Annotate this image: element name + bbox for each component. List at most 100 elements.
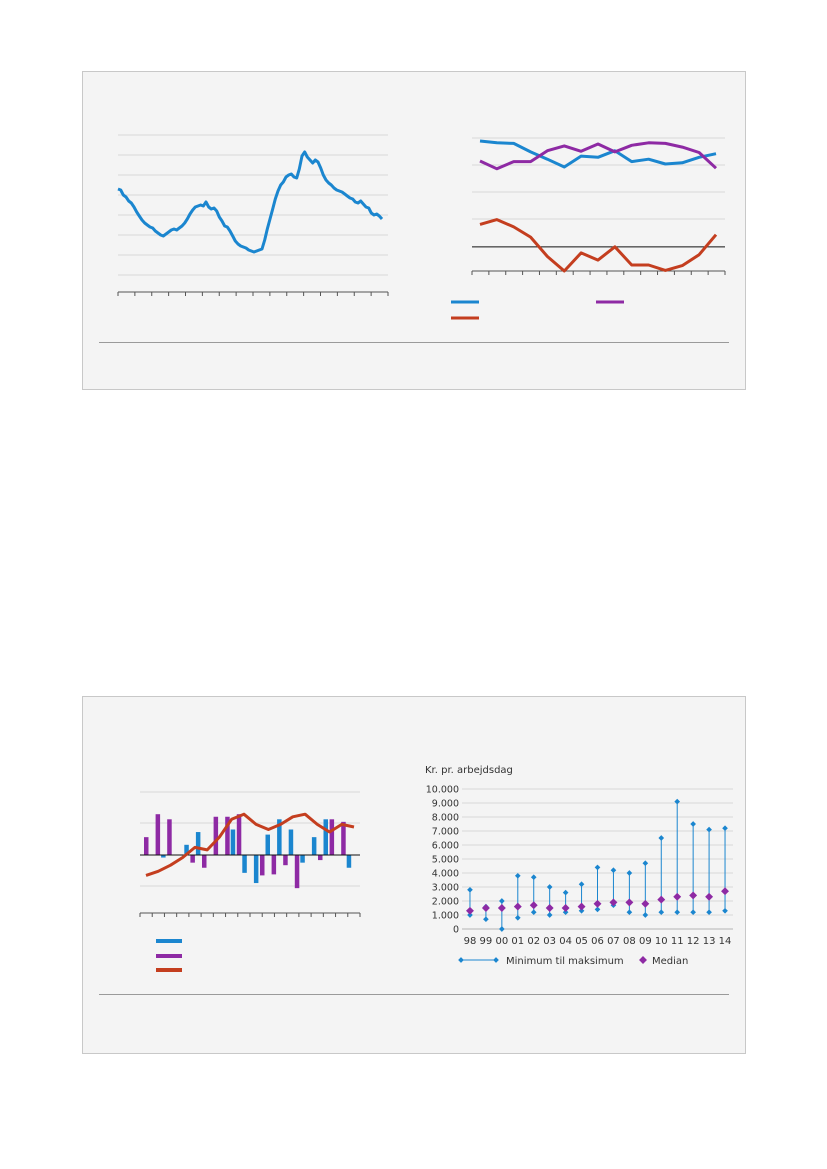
panel-divider — [99, 342, 729, 343]
max-point — [514, 872, 521, 879]
bar-purple — [271, 855, 277, 875]
legend-swatch — [451, 316, 479, 320]
bar-purple — [341, 821, 346, 855]
x-tick-label: 98 — [464, 936, 477, 947]
legend-label: Minimum til maksimum — [506, 956, 624, 967]
bar-blue — [195, 832, 201, 855]
chart-2 — [451, 137, 726, 320]
y-tick-label: 8.000 — [432, 813, 459, 824]
bar-blue — [323, 819, 328, 855]
max-point — [594, 864, 601, 871]
min-point — [467, 912, 473, 918]
bar-purple — [213, 816, 219, 855]
y-tick-label: 0 — [453, 925, 459, 936]
x-tick-label: 99 — [480, 936, 493, 947]
x-tick-label: 12 — [687, 936, 700, 947]
legend-swatch — [156, 939, 182, 943]
x-tick-label: 02 — [527, 936, 540, 947]
max-point — [546, 884, 553, 890]
legend-swatch — [451, 300, 479, 304]
median-point — [561, 904, 570, 912]
y-tick-label: 6.000 — [432, 841, 459, 852]
max-point — [562, 889, 569, 896]
legend-swatch-point — [458, 957, 464, 963]
chart-3 — [139, 791, 361, 972]
min-point — [594, 906, 601, 913]
bar-purple — [167, 819, 172, 855]
max-point — [499, 898, 505, 904]
median-point — [497, 904, 506, 912]
max-point — [658, 835, 665, 841]
y-tick-label: 1.000 — [432, 911, 459, 922]
series-line — [145, 812, 355, 877]
bar-purple — [236, 814, 242, 855]
max-point — [674, 798, 681, 805]
median-point — [721, 887, 729, 896]
legend-swatch — [596, 300, 624, 304]
median-point — [513, 902, 522, 911]
median-point — [705, 892, 714, 901]
x-tick-label: 11 — [671, 936, 684, 947]
median-point — [609, 898, 618, 907]
max-point — [722, 825, 728, 832]
min-point — [658, 909, 665, 916]
bar-purple — [329, 819, 335, 855]
min-point — [514, 914, 521, 921]
x-tick-label: 00 — [495, 936, 508, 947]
y-tick-label: 4.000 — [432, 869, 459, 880]
max-point — [706, 826, 712, 833]
legend-swatch-point — [493, 957, 499, 963]
median-point — [545, 904, 554, 912]
bar-purple — [294, 855, 300, 889]
bar-blue — [346, 855, 352, 868]
median-point — [689, 891, 698, 900]
bar-purple — [318, 855, 323, 861]
series-line — [479, 141, 718, 171]
min-point — [642, 912, 649, 918]
top-figure-panel — [82, 71, 746, 390]
min-point — [530, 909, 537, 916]
min-point — [722, 907, 728, 914]
bar-purple — [260, 855, 265, 876]
bar-purple — [144, 837, 149, 855]
min-point — [626, 909, 633, 916]
series-line — [479, 218, 718, 273]
y-tick-label: 10.000 — [426, 785, 459, 796]
bar-blue — [184, 844, 189, 855]
max-point — [578, 881, 585, 888]
min-point — [690, 909, 696, 916]
bottom-figure-panel — [82, 696, 746, 1054]
bar-purple — [155, 814, 161, 855]
max-point — [642, 860, 649, 867]
bar-blue — [161, 855, 166, 858]
bar-blue — [265, 834, 270, 855]
median-point — [657, 895, 666, 904]
y-tick-label: 7.000 — [432, 827, 459, 838]
min-point — [578, 907, 585, 914]
bar-blue — [277, 819, 282, 855]
x-tick-label: 03 — [543, 936, 556, 947]
bar-blue — [311, 837, 317, 855]
bar-blue — [288, 829, 294, 855]
x-tick-label: 01 — [511, 936, 524, 947]
series-line — [479, 139, 717, 169]
bar-purple — [225, 816, 230, 855]
min-point — [706, 909, 712, 916]
y-tick-label: 2.000 — [432, 897, 459, 908]
max-point — [467, 886, 473, 893]
max-point — [610, 867, 617, 874]
median-point — [529, 901, 538, 910]
y-axis-label: Kr. pr. arbejdsdag — [425, 765, 513, 776]
x-tick-label: 08 — [623, 936, 636, 947]
x-tick-label: 05 — [575, 936, 588, 947]
chart-4: 0 1.000 2.000 3.000 4.000 5.000 6.000 7.000 8.00… — [425, 765, 733, 967]
median-point — [481, 904, 490, 912]
legend-label: Median — [652, 956, 688, 967]
min-point — [499, 926, 505, 932]
panel-divider — [99, 994, 729, 995]
bar-blue — [253, 855, 259, 884]
bar-blue — [242, 855, 247, 873]
x-tick-label: 06 — [591, 936, 604, 947]
min-point — [483, 916, 489, 923]
